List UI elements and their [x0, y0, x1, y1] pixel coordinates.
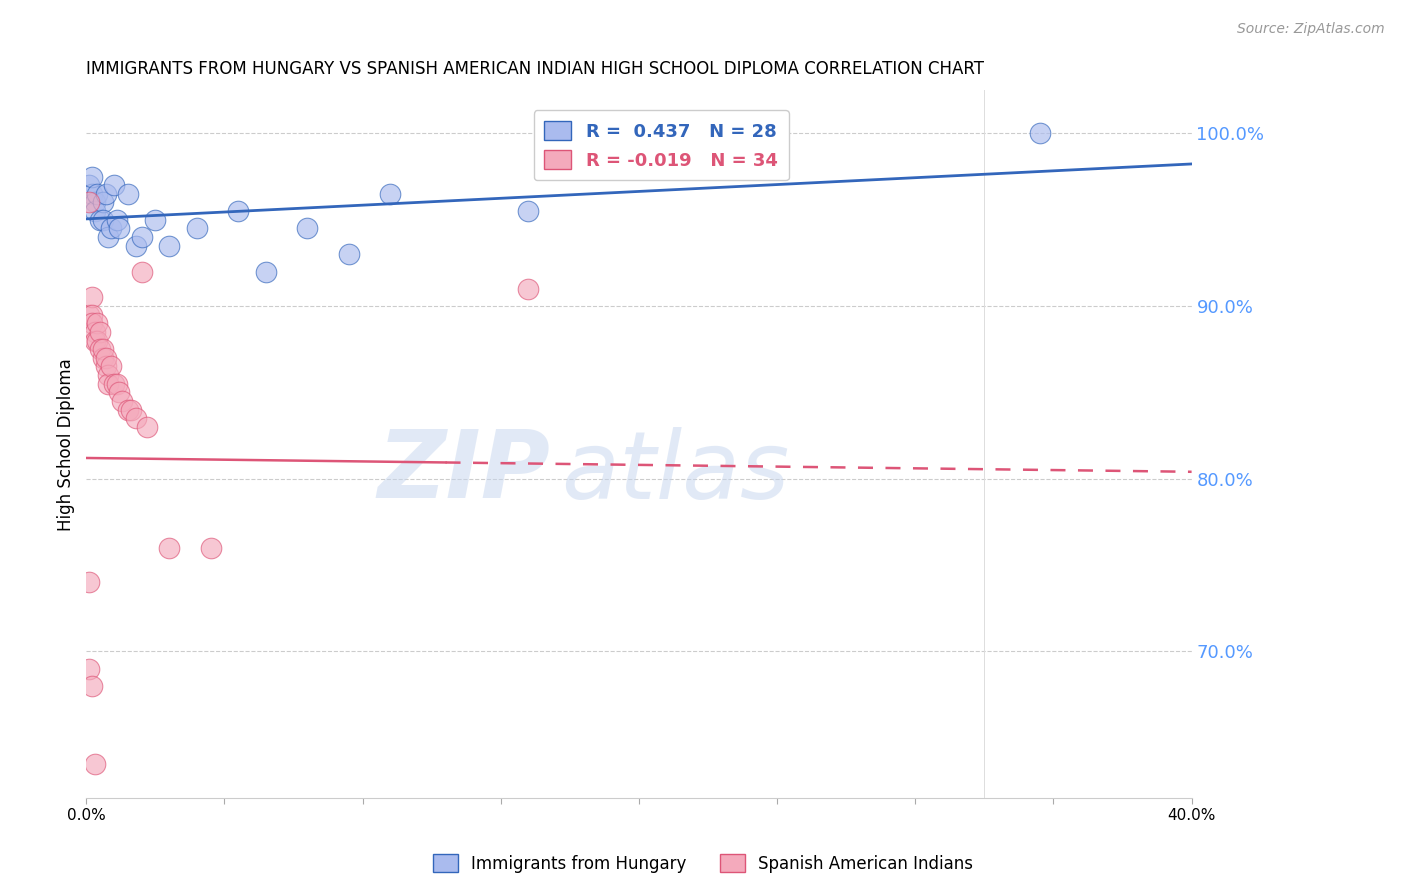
Point — [105, 376, 128, 391]
Point — [100, 221, 122, 235]
Text: ZIP: ZIP — [378, 426, 551, 518]
Point — [337, 247, 360, 261]
Point — [200, 541, 222, 555]
Text: IMMIGRANTS FROM HUNGARY VS SPANISH AMERICAN INDIAN HIGH SCHOOL DIPLOMA CORRELATI: IMMIGRANTS FROM HUNGARY VS SPANISH AMERI… — [86, 60, 984, 78]
Point — [86, 186, 108, 201]
Point — [226, 204, 249, 219]
Point — [91, 212, 114, 227]
Point — [120, 402, 142, 417]
Point — [125, 238, 148, 252]
Point — [77, 575, 100, 590]
Legend: Immigrants from Hungary, Spanish American Indians: Immigrants from Hungary, Spanish America… — [426, 847, 980, 880]
Point — [80, 169, 103, 184]
Point — [157, 541, 180, 555]
Point — [91, 342, 114, 356]
Point — [86, 334, 108, 348]
Point — [97, 376, 120, 391]
Point — [157, 238, 180, 252]
Point — [254, 264, 277, 278]
Point — [83, 204, 105, 219]
Y-axis label: High School Diploma: High School Diploma — [58, 358, 75, 531]
Legend: R =  0.437   N = 28, R = -0.019   N = 34: R = 0.437 N = 28, R = -0.019 N = 34 — [533, 110, 789, 180]
Point — [89, 342, 111, 356]
Point — [91, 195, 114, 210]
Point — [111, 394, 134, 409]
Point — [80, 308, 103, 322]
Point — [125, 411, 148, 425]
Point — [77, 195, 100, 210]
Point — [89, 212, 111, 227]
Point — [94, 186, 117, 201]
Point — [117, 402, 139, 417]
Point — [80, 316, 103, 330]
Point — [100, 359, 122, 374]
Point — [94, 359, 117, 374]
Text: Source: ZipAtlas.com: Source: ZipAtlas.com — [1237, 22, 1385, 37]
Point — [131, 230, 153, 244]
Point — [91, 351, 114, 365]
Point — [1028, 127, 1050, 141]
Point — [89, 325, 111, 339]
Point — [94, 351, 117, 365]
Point — [297, 221, 319, 235]
Point — [83, 756, 105, 771]
Point — [186, 221, 208, 235]
Point — [80, 679, 103, 693]
Point — [77, 178, 100, 193]
Point — [108, 221, 131, 235]
Point — [108, 385, 131, 400]
Point — [105, 212, 128, 227]
Point — [131, 264, 153, 278]
Point — [83, 195, 105, 210]
Point — [97, 368, 120, 383]
Point — [86, 316, 108, 330]
Point — [97, 230, 120, 244]
Point — [80, 290, 103, 304]
Point — [83, 325, 105, 339]
Point — [517, 204, 540, 219]
Point — [83, 334, 105, 348]
Point — [103, 376, 125, 391]
Point — [380, 186, 402, 201]
Point — [517, 282, 540, 296]
Text: atlas: atlas — [561, 427, 790, 518]
Point — [80, 186, 103, 201]
Point — [77, 662, 100, 676]
Point — [117, 186, 139, 201]
Point — [145, 212, 167, 227]
Point — [77, 308, 100, 322]
Point — [103, 178, 125, 193]
Point — [136, 420, 159, 434]
